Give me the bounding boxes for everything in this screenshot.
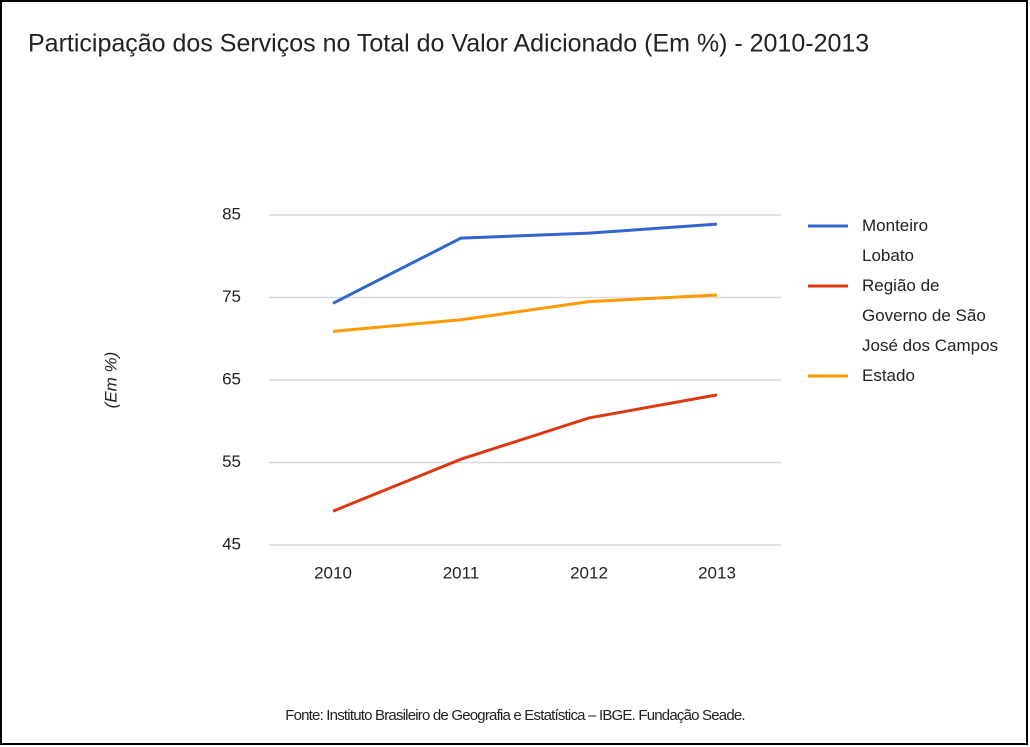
x-tick-label: 2011 — [443, 563, 480, 582]
y-tick-label: 65 — [222, 369, 241, 388]
series-line — [332, 222, 718, 305]
y-tick-label: 75 — [222, 287, 241, 306]
chart-title: Participação dos Serviços no Total do Va… — [28, 30, 869, 58]
source-note: Fonte: Instituto Brasileiro de Geografia… — [285, 707, 745, 724]
legend-label: Monteiro Lobato — [862, 216, 929, 265]
y-tick-label: 85 — [222, 204, 241, 223]
series-line — [332, 293, 718, 333]
y-axis-label: (Em %) — [101, 352, 120, 409]
y-tick-label: 55 — [222, 452, 241, 471]
x-tick-label: 2013 — [698, 563, 736, 582]
y-tick-label: 45 — [222, 534, 241, 553]
legend-label: Região de Governo de São José dos Campos — [862, 276, 999, 355]
legend-label: Estado — [862, 366, 915, 385]
series-line — [332, 393, 718, 513]
x-tick-label: 2012 — [570, 563, 608, 582]
x-tick-label: 2010 — [314, 563, 352, 582]
